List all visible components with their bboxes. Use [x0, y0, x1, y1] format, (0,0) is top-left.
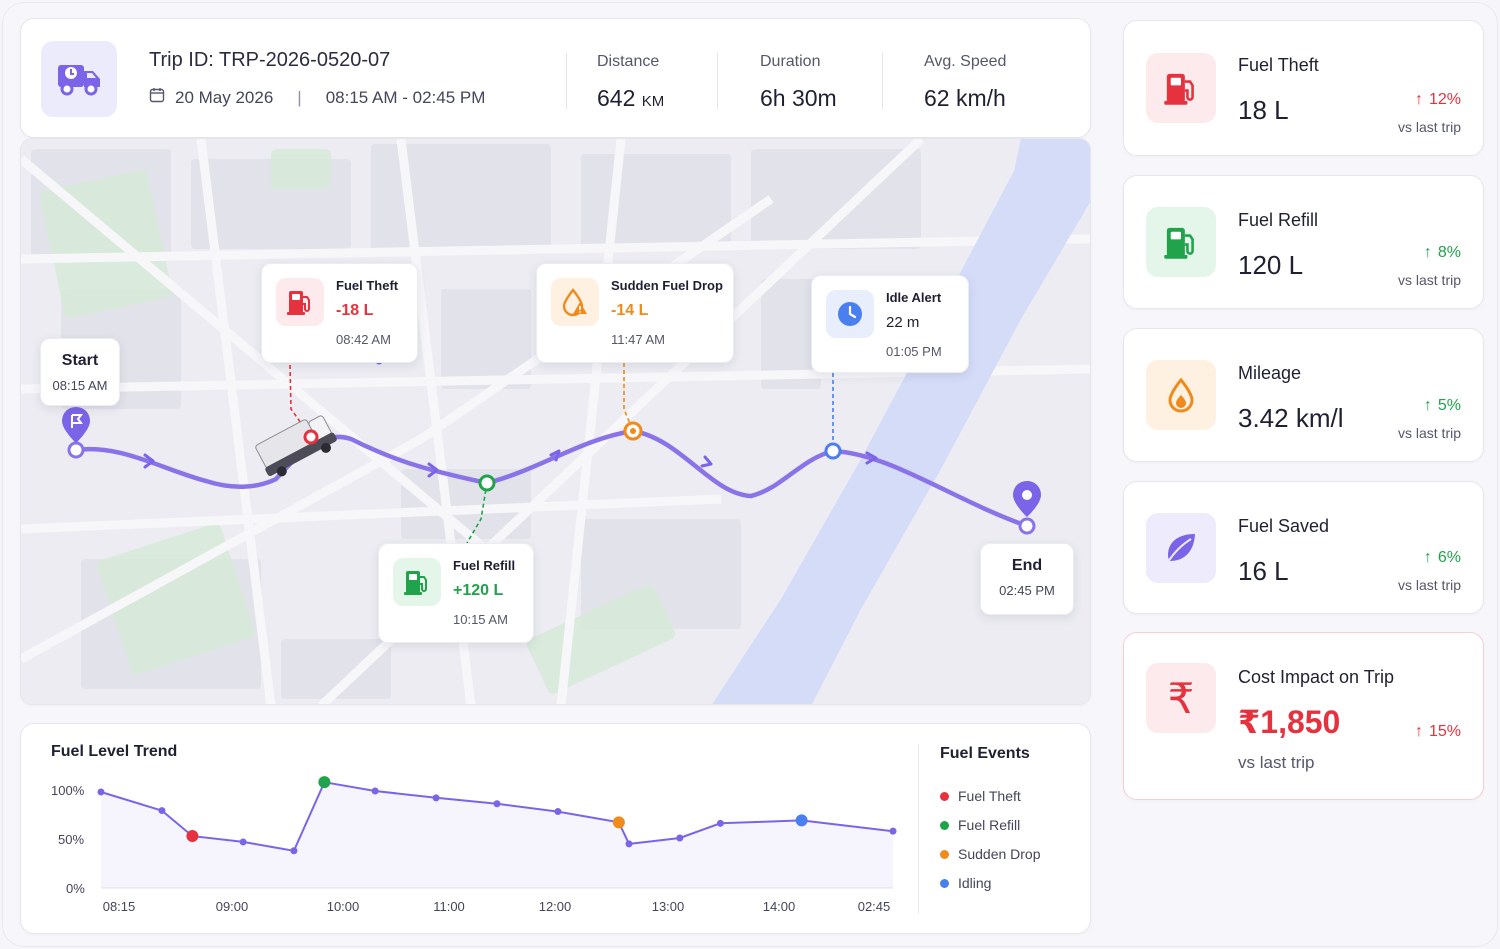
trip-time-range: 08:15 AM - 02:45 PM [325, 87, 486, 107]
kpi-mileage[interactable]: Mileage 3.42 km/l ↑ 5% vs last trip [1123, 328, 1484, 462]
trip-id: Trip ID: TRP-2026-0520-07 [149, 49, 391, 71]
event-point-idling[interactable] [795, 814, 808, 827]
start-marker[interactable]: Start 08:15 AM [40, 338, 120, 406]
kpi-cost-impact[interactable]: ₹ Cost Impact on Trip ₹1,850 ↑ 15% vs las… [1123, 632, 1484, 800]
arrow-up-icon: ↑ [1423, 397, 1432, 414]
data-point[interactable] [676, 834, 684, 842]
fuel-pump-alert-icon [276, 278, 324, 326]
data-point[interactable] [290, 847, 298, 855]
arrow-up-icon: ↑ [1414, 91, 1423, 108]
y-tick: 50% [58, 832, 85, 847]
x-tick: 12:00 [538, 899, 572, 914]
legend-fuel-refill: Fuel Refill [940, 817, 1020, 833]
x-tick: 14:00 [762, 899, 796, 914]
trip-date: 20 May 2026 [175, 87, 274, 107]
event-card-fuel-theft[interactable]: Fuel Theft -18 L 08:42 AM [261, 263, 418, 363]
data-point[interactable] [97, 788, 105, 796]
x-tick: 11:00 [433, 899, 465, 914]
x-tick: 02:45 [857, 899, 891, 914]
chart-title: Fuel Level Trend [51, 743, 178, 760]
kpi-fuel-refill[interactable]: Fuel Refill 120 L ↑ 8% vs last trip [1123, 175, 1484, 309]
drop-alert-icon [551, 278, 599, 326]
arrow-up-icon: ↑ [1423, 244, 1432, 261]
y-tick: 0% [66, 881, 85, 896]
data-point[interactable] [371, 787, 379, 795]
leaf-icon [1146, 513, 1216, 583]
fuel-level-line [100, 781, 894, 852]
data-point[interactable] [889, 827, 897, 835]
trip-header: Trip ID: TRP-2026-0520-07 20 May 2026 | … [20, 18, 1091, 138]
fuel-level-trend-card: Fuel Level Trend 100% 50% 0% 08:15 09:00 1… [20, 723, 1091, 934]
fuel-level-chart [97, 776, 897, 889]
stat-distance: Distance 642 KM [597, 53, 665, 111]
data-point[interactable] [716, 819, 724, 827]
arrow-up-icon: ↑ [1414, 723, 1423, 740]
event-point-fuel-refill[interactable] [318, 776, 331, 789]
route-map[interactable]: Start 08:15 AM End 02:45 PM Fuel Theft -… [20, 138, 1091, 705]
x-tick: 13:00 [651, 899, 685, 914]
data-point[interactable] [239, 838, 247, 846]
event-point-sudden-drop[interactable] [612, 816, 625, 829]
calendar-icon [149, 87, 165, 108]
x-tick: 09:00 [215, 899, 249, 914]
fuel-pump-icon [393, 558, 441, 606]
trip-date-range: 20 May 2026 | 08:15 AM - 02:45 PM [149, 87, 485, 108]
x-tick: 10:00 [326, 899, 360, 914]
kpi-fuel-theft[interactable]: Fuel Theft 18 L ↑ 12% vs last trip [1123, 20, 1484, 156]
truck-icon [41, 41, 117, 117]
legend-title: Fuel Events [940, 745, 1030, 762]
data-point[interactable] [493, 800, 501, 808]
x-tick: 08:15 [102, 899, 136, 914]
y-tick: 100% [51, 783, 85, 798]
data-point[interactable] [158, 807, 166, 815]
drop-icon [1146, 360, 1216, 430]
stat-avg-speed: Avg. Speed 62 km/h [924, 53, 1007, 111]
kpi-fuel-saved[interactable]: Fuel Saved 16 L ↑ 6% vs last trip [1123, 481, 1484, 614]
fuel-pump-alert-icon [1146, 53, 1216, 123]
fuel-pump-icon [1146, 207, 1216, 277]
event-card-fuel-refill[interactable]: Fuel Refill +120 L 10:15 AM [378, 543, 534, 643]
clock-icon [826, 290, 874, 338]
stat-duration: Duration 6h 30m [760, 53, 837, 111]
end-marker[interactable]: End 02:45 PM [980, 543, 1074, 615]
legend-idling: Idling [940, 875, 991, 891]
data-point[interactable] [554, 808, 562, 816]
legend-sudden-drop: Sudden Drop [940, 846, 1041, 862]
rupee-icon: ₹ [1146, 663, 1216, 733]
data-point[interactable] [432, 794, 440, 802]
arrow-up-icon: ↑ [1423, 549, 1432, 566]
event-card-sudden-fuel-drop[interactable]: Sudden Fuel Drop -14 L 11:47 AM [536, 263, 734, 363]
legend-fuel-theft: Fuel Theft [940, 788, 1021, 804]
data-point[interactable] [625, 840, 633, 848]
event-point-fuel-theft[interactable] [186, 830, 199, 843]
event-card-idle-alert[interactable]: Idle Alert 22 m 01:05 PM [811, 275, 969, 373]
